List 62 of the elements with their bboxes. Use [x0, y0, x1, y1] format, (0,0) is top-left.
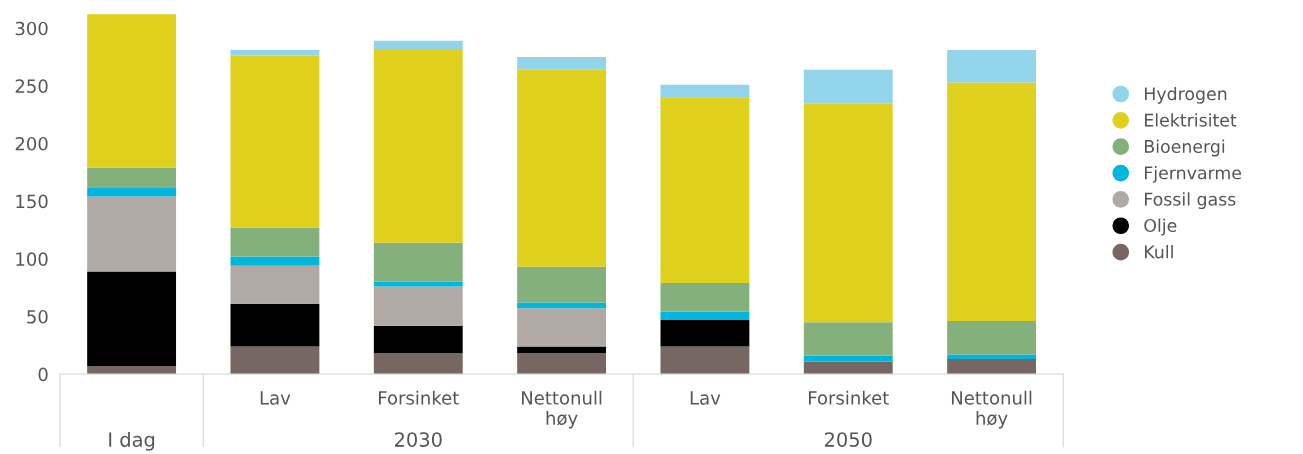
bar — [230, 346, 320, 375]
x-tick-label: Forsinket — [809, 390, 889, 405]
legend-label: Olje — [1144, 218, 1177, 236]
bar — [517, 353, 607, 375]
bar — [373, 40, 463, 49]
bar — [947, 354, 1037, 360]
text: 2030 — [394, 432, 442, 447]
bar — [660, 84, 750, 98]
bar — [230, 303, 320, 347]
y-tick-label: 250 — [15, 79, 48, 93]
legend-label: Fjernvarme — [1145, 165, 1242, 183]
y-tick-label: 0 — [38, 367, 48, 382]
y-tick-label: 150 — [16, 194, 48, 209]
x-tick-label: Lav — [260, 391, 291, 405]
bar — [230, 55, 320, 228]
bar — [803, 103, 893, 323]
bar — [230, 50, 320, 56]
bar — [660, 97, 750, 284]
bar — [660, 283, 750, 312]
bar — [517, 346, 607, 354]
bar — [803, 69, 893, 104]
x-tick-label: Lav — [690, 391, 721, 405]
legend-label: Kull — [1145, 244, 1173, 259]
text: I dag — [109, 431, 155, 451]
y-tick-label: 50 — [27, 309, 48, 324]
bar — [87, 167, 177, 188]
bar — [947, 359, 1037, 375]
y-tick-label: 300 — [15, 21, 48, 36]
legend-label: Elektrisitet — [1145, 113, 1237, 127]
bar — [87, 14, 177, 168]
y-tick-label: 100 — [16, 252, 48, 266]
bar — [660, 311, 750, 320]
bar — [517, 69, 607, 267]
bar — [947, 50, 1037, 83]
text: 2050 — [824, 432, 872, 447]
bar — [517, 266, 607, 303]
legend-label: Fossil gass — [1145, 192, 1236, 210]
bar — [803, 322, 893, 356]
bar — [373, 286, 463, 326]
bar — [373, 325, 463, 354]
bar — [230, 227, 320, 257]
bar — [230, 265, 320, 304]
bar — [87, 196, 177, 272]
legend-label: Bioenergi — [1145, 139, 1225, 157]
bar — [660, 346, 750, 375]
bar — [660, 319, 750, 347]
bar — [803, 361, 893, 375]
bar — [230, 256, 320, 266]
legend-label: Hydrogen — [1145, 86, 1227, 104]
bar — [517, 57, 607, 70]
bar — [947, 82, 1037, 322]
bar — [947, 321, 1037, 355]
y-tick-label: 200 — [15, 136, 48, 151]
bar — [373, 242, 463, 282]
bar — [517, 308, 607, 347]
x-tick-label: Forsinket — [379, 390, 459, 405]
bar — [373, 48, 463, 243]
bar — [87, 187, 177, 197]
bar — [373, 353, 463, 375]
x-tick-label: Nettonull høy — [521, 390, 602, 429]
bar — [87, 271, 177, 367]
x-tick-label: Nettonull høy — [951, 390, 1032, 429]
